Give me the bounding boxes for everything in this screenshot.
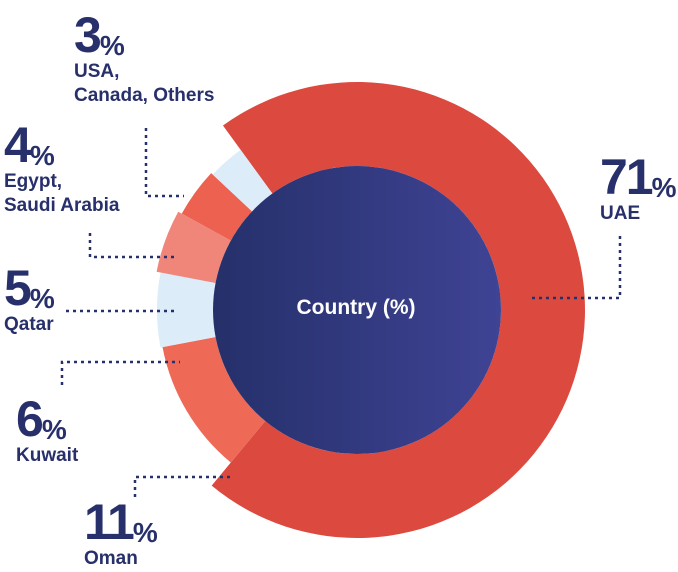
cat-usa-canada: USA, Canada, Others [74,61,215,106]
pct-kuwait-sign: % [41,414,67,445]
pct-qatar-sign: % [29,283,55,314]
slice-usa-canada [212,149,273,212]
pct-qatar-number: 5 [4,260,32,316]
pct-uae-sign: % [651,172,677,203]
cat-uae: UAE [600,203,641,224]
label-uae: 71% UAE [600,152,677,226]
pct-uae-number: 71 [600,149,654,205]
leader-egypt-saudi [88,233,178,259]
leader-kuwait [60,360,180,385]
label-kuwait: 6% Kuwait [16,394,78,468]
slice-uae [211,82,585,539]
pct-oman-number: 11 [84,494,135,550]
pct-egypt-sign: % [29,140,55,171]
pct-usa-sign: % [99,30,125,61]
center-circle [213,166,501,454]
cat-kuwait: Kuwait [16,445,79,466]
label-egypt-saudi: 4% Egypt, Saudi Arabia [4,120,119,218]
cat-qatar: Qatar [4,314,54,335]
slice-kuwait [157,272,216,348]
pct-usa-number: 3 [74,7,102,63]
pct-oman-sign: % [132,517,158,548]
label-oman: 11% Oman [84,497,158,571]
leader-uae [532,232,622,300]
slice-oman [162,336,266,463]
label-usa-canada: 3% USA, Canada, Others [74,10,214,108]
slice-qatar [156,211,231,284]
cat-egypt-saudi: Egypt, Saudi Arabia [4,171,120,216]
pct-kuwait-number: 6 [16,391,44,447]
leader-usa-canada [144,128,184,198]
chart-title: Country (%) [296,296,416,319]
leader-oman [133,475,232,497]
pct-egypt-number: 4 [4,117,32,173]
label-qatar: 5% Qatar [4,263,55,337]
cat-oman: Oman [84,548,138,569]
slice-egypt-saudi [181,173,253,241]
